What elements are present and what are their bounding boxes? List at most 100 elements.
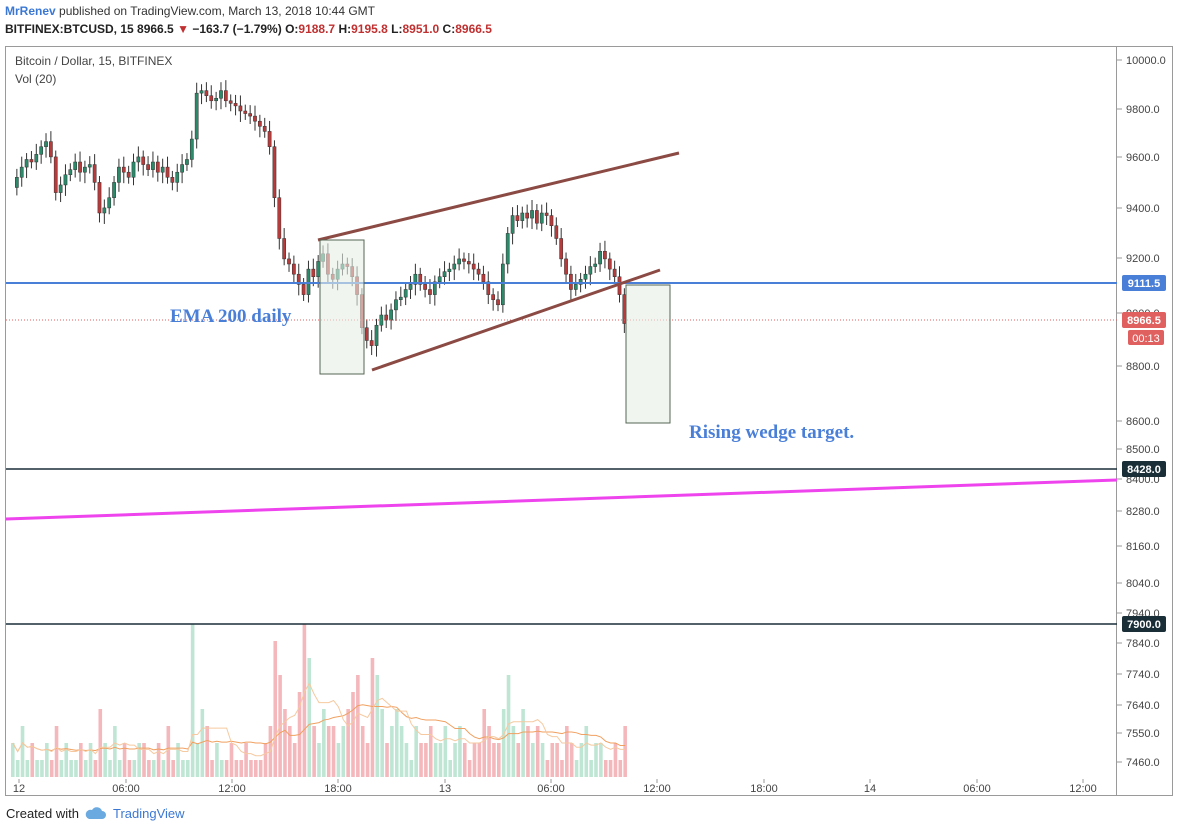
symbol-label: BITFINEX:BTCUSD, 15	[5, 22, 134, 36]
volume-bar	[608, 760, 613, 777]
y-tick-label: 7740.0	[1126, 669, 1160, 681]
x-tick-label: 14	[864, 783, 876, 795]
price-level-label: 8966.5	[1127, 315, 1161, 327]
volume-ma-short-line	[12, 682, 626, 757]
price-level-labels: 9111.5 8966.5 8428.0 7900.0 00:13	[1122, 275, 1166, 632]
volume-bar	[540, 743, 545, 777]
x-tick-label: 12	[13, 783, 25, 795]
y-tick-label: 9200.0	[1126, 253, 1160, 265]
y-tick-label: 8280.0	[1126, 506, 1160, 518]
open-label: O:	[285, 22, 299, 36]
candle-body	[165, 166, 170, 178]
volume-bar	[433, 743, 438, 777]
x-tick-label: 12:00	[1069, 783, 1097, 795]
candle-body	[44, 141, 48, 147]
candle-body	[559, 238, 564, 260]
candle-body	[107, 197, 112, 209]
y-tick-label: 7550.0	[1126, 728, 1160, 740]
volume-bar	[467, 760, 472, 777]
author-link[interactable]: MrRenev	[5, 4, 56, 18]
volume-bar	[302, 624, 307, 777]
volume-bar	[501, 709, 506, 777]
volume-bar	[443, 726, 448, 777]
volume-bar	[535, 726, 540, 777]
volume-bar	[428, 726, 433, 777]
candle-body	[58, 184, 63, 193]
volume-bar	[390, 726, 394, 777]
y-tick-label: 9600.0	[1126, 152, 1160, 164]
volume-bar	[458, 726, 462, 777]
candle-body	[374, 324, 379, 346]
x-axis-ticks: 12 06:00 12:00 18:00 13 06:00 12:00 18:00 14 06:0…	[13, 779, 1097, 795]
volume-bar	[185, 760, 190, 777]
volume-bar	[229, 743, 234, 777]
candle-body	[501, 263, 505, 306]
volume-bar	[560, 760, 564, 777]
volume-bar	[103, 743, 107, 777]
candle-body	[432, 281, 437, 295]
volume-bar	[254, 760, 258, 777]
price-level-label: 8428.0	[1127, 464, 1161, 476]
volume-bar	[224, 760, 229, 777]
candle-body	[34, 154, 39, 163]
legend-title: Bitcoin / Dollar, 15, BITFINEX	[15, 54, 173, 68]
drawings: EMA 200 daily Rising wedge target.	[5, 151, 1118, 625]
volume-bar	[526, 726, 530, 777]
volume-bar	[234, 760, 239, 777]
candle-body	[569, 273, 573, 290]
volume-bar	[438, 743, 443, 777]
candle-body	[272, 146, 277, 198]
volume-bar	[356, 675, 360, 777]
candle-body	[209, 95, 214, 102]
candle-body	[49, 141, 53, 158]
tradingview-link[interactable]: TradingView	[112, 806, 185, 821]
candle-body	[462, 258, 466, 262]
volume-bar	[569, 743, 574, 777]
candle-body	[136, 156, 141, 163]
candle-body	[476, 268, 481, 275]
volume-bar	[79, 743, 83, 777]
candle-body	[24, 159, 29, 168]
candle-body	[185, 159, 189, 165]
target-box	[625, 284, 671, 424]
y-tick-label: 10000.0	[1126, 55, 1166, 67]
candle-body	[277, 197, 282, 239]
volume-bar	[117, 760, 122, 777]
candle-body	[87, 164, 92, 168]
candle-body	[19, 166, 24, 178]
candle-body	[471, 263, 476, 270]
candle-body	[598, 251, 602, 265]
countdown-tag	[1128, 330, 1164, 345]
publish-header: MrRenev published on TradingView.com, Ma…	[5, 3, 375, 20]
candle-body	[73, 161, 78, 170]
candle-body	[583, 273, 588, 280]
volume-bar	[59, 760, 64, 777]
candle-body	[398, 296, 403, 300]
candle-body	[530, 210, 534, 219]
candle-body	[437, 276, 442, 283]
volume-bar	[589, 760, 593, 777]
y-axis-ticks: 10000.09800.09600.09400.09200.09000.0880…	[1117, 55, 1166, 769]
candle-body	[253, 115, 257, 122]
candle-body	[189, 138, 194, 160]
price-axis[interactable]	[1117, 46, 1173, 796]
volume-bar	[151, 760, 156, 777]
candle-body	[418, 273, 423, 285]
volume-bar	[249, 760, 253, 777]
candle-body	[121, 166, 126, 173]
volume-bar	[492, 743, 496, 777]
candle-body	[496, 299, 500, 306]
candle-body	[457, 258, 461, 265]
x-tick-label: 12:00	[218, 783, 246, 795]
candle-body	[442, 271, 447, 277]
candle-body	[39, 146, 44, 155]
candle-body	[301, 284, 306, 295]
volume-ma-line	[12, 704, 626, 753]
volume-bar	[49, 760, 54, 777]
volume-bar	[307, 658, 312, 777]
volume-bar	[54, 726, 59, 777]
chart-pane[interactable]	[5, 46, 1117, 796]
volume-bar	[326, 726, 331, 777]
volume-bar	[497, 743, 501, 777]
